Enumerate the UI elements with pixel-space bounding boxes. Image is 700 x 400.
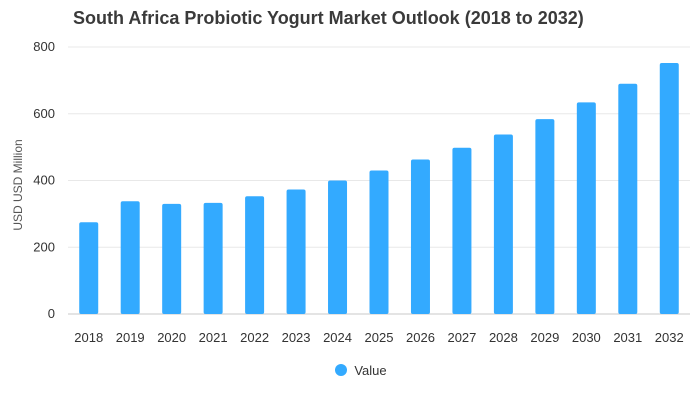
y-tick-label: 0 — [48, 306, 55, 321]
chart-title: South Africa Probiotic Yogurt Market Out… — [73, 8, 584, 28]
y-tick-label: 800 — [33, 39, 55, 54]
y-tick-label: 200 — [33, 239, 55, 254]
x-tick-label: 2019 — [116, 330, 145, 345]
bar-2024[interactable] — [328, 180, 348, 315]
bar-2030[interactable] — [576, 102, 596, 315]
bar-2018[interactable] — [79, 222, 99, 314]
bar-2019[interactable] — [120, 201, 140, 314]
x-tick-label: 2030 — [572, 330, 601, 345]
bar-2026[interactable] — [410, 159, 430, 314]
bar-2020[interactable] — [162, 203, 182, 314]
bar-2031[interactable] — [618, 83, 638, 315]
x-tick-label: 2031 — [613, 330, 642, 345]
bar-2029[interactable] — [535, 119, 555, 314]
bar-2023[interactable] — [286, 189, 306, 314]
legend-swatch — [335, 364, 348, 376]
x-axis-ticks: 2018 2019 2020 2021 2022 2023 2024 2025 2026 2027… — [74, 330, 683, 345]
y-tick-label: 400 — [33, 173, 55, 188]
legend-item-value[interactable]: Value — [335, 362, 387, 378]
x-tick-label: 2028 — [489, 330, 518, 345]
x-tick-label: 2024 — [323, 330, 352, 345]
bar-2032[interactable] — [659, 63, 679, 314]
bar-2027[interactable] — [452, 147, 472, 314]
x-tick-label: 2023 — [282, 330, 311, 345]
legend: Value — [0, 360, 700, 380]
legend-label: Value — [354, 362, 387, 378]
x-tick-label: 2018 — [74, 330, 103, 345]
bar-2021[interactable] — [203, 202, 223, 314]
bar-2025[interactable] — [369, 170, 389, 314]
x-tick-label: 2021 — [199, 330, 228, 345]
bar-2022[interactable] — [245, 196, 265, 314]
x-tick-label: 2020 — [157, 330, 186, 345]
bars — [79, 63, 679, 315]
y-tick-label: 600 — [33, 106, 55, 121]
y-axis-ticks: 0 200 400 600 800 — [33, 39, 55, 321]
y-axis-label: USD USD Million — [11, 139, 25, 230]
x-tick-label: 2032 — [655, 330, 684, 345]
x-tick-label: 2022 — [240, 330, 269, 345]
x-tick-label: 2029 — [530, 330, 559, 345]
bar-2028[interactable] — [493, 134, 513, 314]
x-tick-label: 2026 — [406, 330, 435, 345]
x-tick-label: 2027 — [447, 330, 476, 345]
x-tick-label: 2025 — [365, 330, 394, 345]
